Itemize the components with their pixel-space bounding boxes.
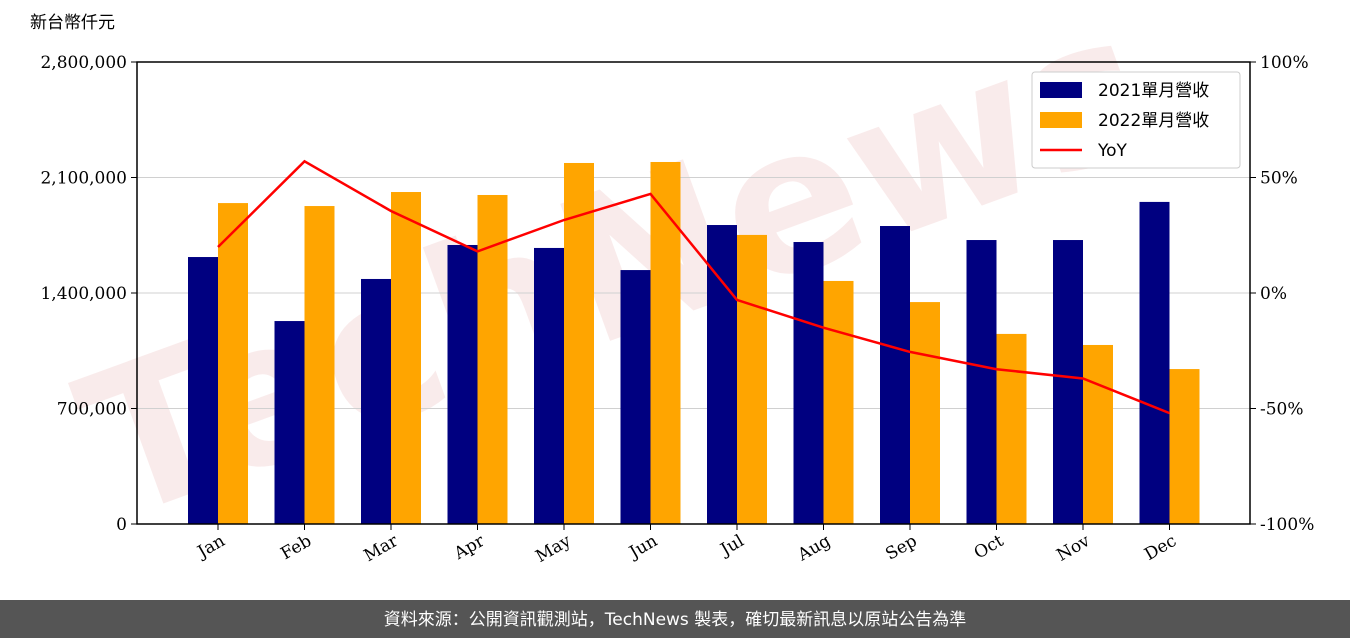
bar <box>793 242 824 524</box>
x-tick-label: May <box>532 531 575 567</box>
bar <box>823 280 854 524</box>
x-tick-label: Dec <box>1141 531 1180 565</box>
plot-frame <box>136 61 1251 525</box>
footer: 資料來源：公開資訊觀測站，TechNews 製表，確切最新訊息以原站公告為準 <box>384 610 966 630</box>
x-tick-label: Nov <box>1053 531 1093 566</box>
bar <box>361 278 391 524</box>
legend-swatch <box>1040 82 1082 98</box>
y2-tick-label: 0% <box>1260 284 1287 304</box>
bar <box>218 203 248 524</box>
bar <box>274 321 305 524</box>
x-tick-label: Jul <box>716 531 748 561</box>
y2-tick-label: 100% <box>1260 53 1309 73</box>
bar <box>447 244 478 525</box>
legend-swatch <box>1040 112 1082 128</box>
y-tick-label: 2,100,000 <box>40 169 127 189</box>
bar <box>650 161 681 525</box>
y2-tick-label: -100% <box>1260 515 1314 535</box>
x-tick-label: Feb <box>277 531 315 564</box>
y-tick-label: 2,800,000 <box>40 53 127 73</box>
bar <box>996 333 1027 524</box>
x-tick-label: Jun <box>624 531 661 564</box>
x-tick-label: Mar <box>361 531 403 567</box>
x-tick-label: Aug <box>794 531 835 566</box>
bar <box>564 162 594 525</box>
x-tick-label: Apr <box>450 531 489 565</box>
legend-label: 2022單月營收 <box>1098 111 1209 131</box>
y2-tick-label: -50% <box>1260 400 1304 420</box>
legend-label: 2021單月營收 <box>1098 81 1209 101</box>
legend-box <box>1031 71 1241 169</box>
legend-label: YoY <box>1097 141 1128 161</box>
bar <box>477 194 508 525</box>
bar <box>188 257 218 524</box>
bar <box>534 247 564 524</box>
bar <box>620 270 651 524</box>
bar <box>966 240 997 524</box>
yoy-line <box>217 159 1170 415</box>
bar <box>737 234 767 525</box>
bar <box>707 225 737 524</box>
y-axis-label: 新台幣仟元 <box>30 13 115 33</box>
bar <box>1169 369 1200 524</box>
y-tick-label: 700,000 <box>57 400 127 420</box>
y2-tick-label: 50% <box>1260 169 1298 189</box>
bar <box>1083 344 1113 524</box>
x-tick-label: Oct <box>971 531 1007 564</box>
y-tick-label: 0 <box>116 515 127 535</box>
bar <box>391 192 421 524</box>
bar <box>1053 240 1083 524</box>
x-tick-label: Sep <box>882 531 920 565</box>
bar <box>910 302 940 524</box>
footer-band <box>0 600 1350 638</box>
y-tick-label: 1,400,000 <box>40 284 127 304</box>
bar <box>880 226 910 524</box>
bar <box>1139 201 1170 525</box>
bar <box>304 206 335 525</box>
